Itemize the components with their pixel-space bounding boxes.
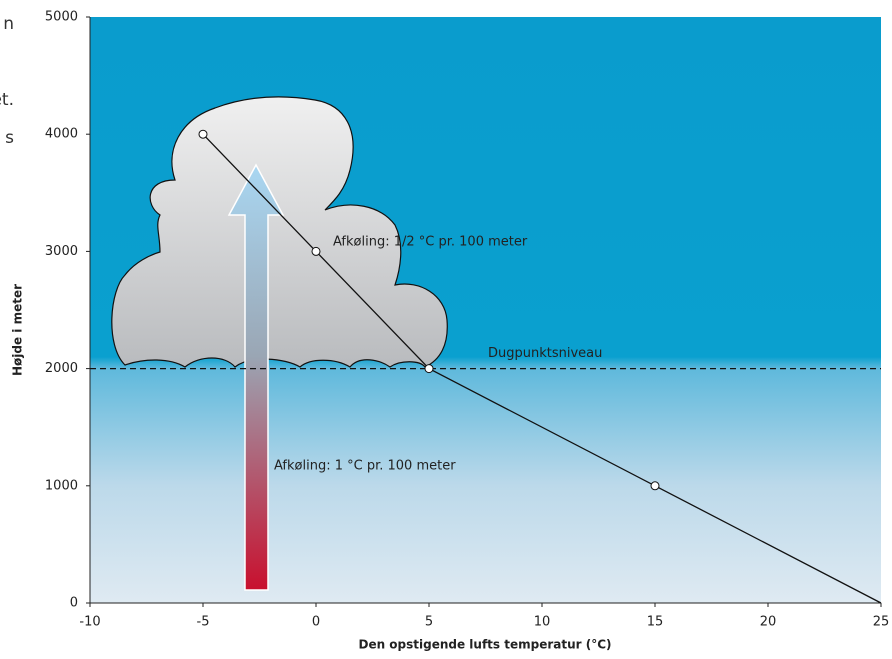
side-text: s [5,128,14,148]
y-tick-label: 5000 [45,10,78,25]
x-tick-label: 20 [760,615,777,630]
data-point [199,130,207,138]
annotation: Afkøling: 1 °C pr. 100 meter [274,459,456,474]
side-text: n [3,14,14,34]
side-text: et. [0,90,14,110]
y-tick-label: 4000 [45,127,78,142]
y-tick-label: 1000 [45,478,78,493]
x-tick-label: 15 [647,615,664,630]
data-point [425,365,433,373]
chart: Den opstigende lufts temperatur (°C) Høj… [0,0,892,659]
y-tick-label: 2000 [45,361,78,376]
x-tick-label: 25 [873,615,890,630]
data-point [651,482,659,490]
x-tick-label: 5 [425,615,433,630]
x-tick-label: 10 [534,615,551,630]
y-axis-title: Højde i meter [11,284,25,376]
y-tick-label: 3000 [45,244,78,259]
dewpoint-label: Dugpunktsniveau [488,346,602,361]
data-point [312,247,320,255]
y-tick-label: 0 [70,596,78,611]
x-tick-label: -10 [79,615,100,630]
x-tick-label: 0 [312,615,320,630]
annotation: Afkøling: 1/2 °C pr. 100 meter [333,235,528,250]
x-tick-label: -5 [197,615,210,630]
x-axis-title: Den opstigende lufts temperatur (°C) [358,638,611,652]
